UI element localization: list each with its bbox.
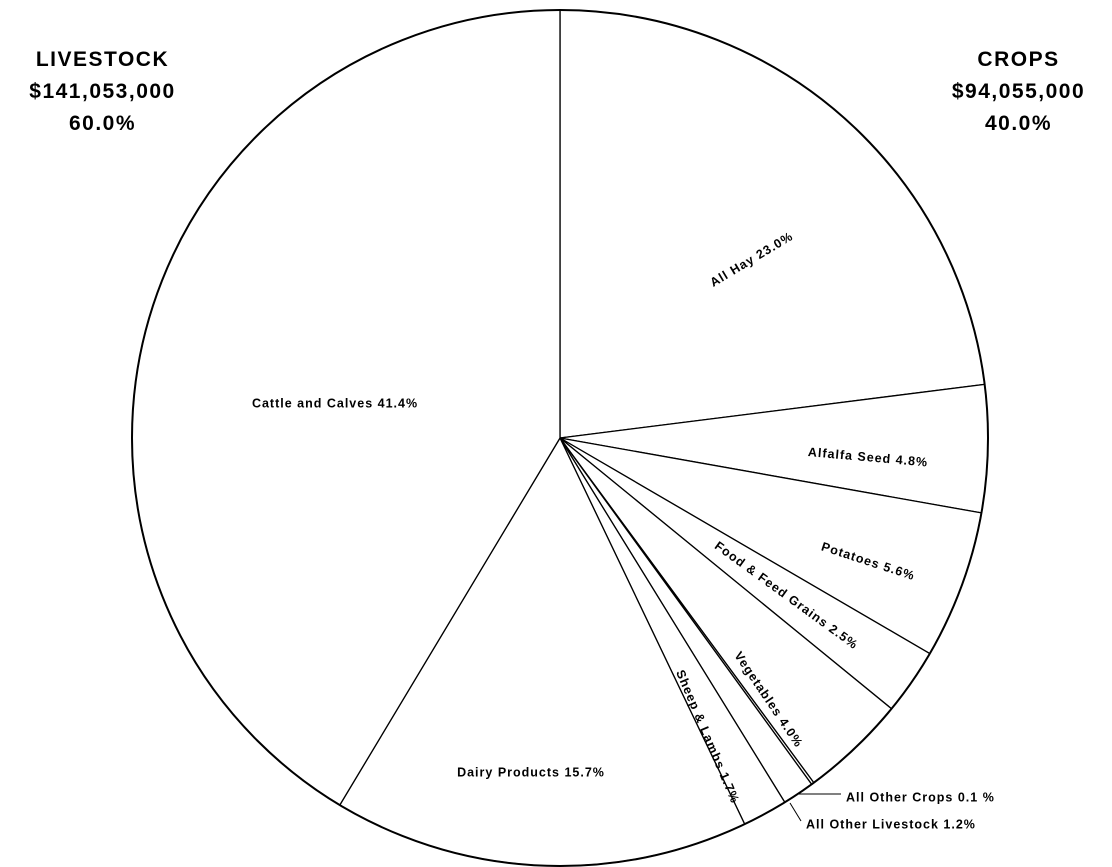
pie-slices — [131, 9, 989, 867]
livestock-heading: LIVESTOCK — [35, 48, 170, 71]
leader-line-all-other-livestock — [789, 802, 802, 822]
slice-label-all-other-crops: All Other Crops 0.1 % — [846, 790, 995, 804]
livestock-percent: 60.0% — [68, 112, 137, 135]
slice-label-all-other-livestock: All Other Livestock 1.2% — [806, 817, 976, 831]
crops-heading: CROPS — [977, 48, 1060, 71]
livestock-amount: $141,053,000 — [29, 80, 176, 103]
crops-percent: 40.0% — [984, 112, 1053, 135]
pie-outline — [131, 9, 989, 867]
slice-label-dairy-products: Dairy Products 15.7% — [457, 765, 605, 779]
crops-amount: $94,055,000 — [951, 80, 1086, 103]
livestock-summary: LIVESTOCK $141,053,000 60.0% — [0, 44, 205, 140]
slice-label-cattle-and-calves: Cattle and Calves 41.4% — [252, 396, 418, 410]
pie-slice-all-hay — [559, 9, 986, 439]
crops-summary: CROPS $94,055,000 40.0% — [925, 44, 1112, 140]
